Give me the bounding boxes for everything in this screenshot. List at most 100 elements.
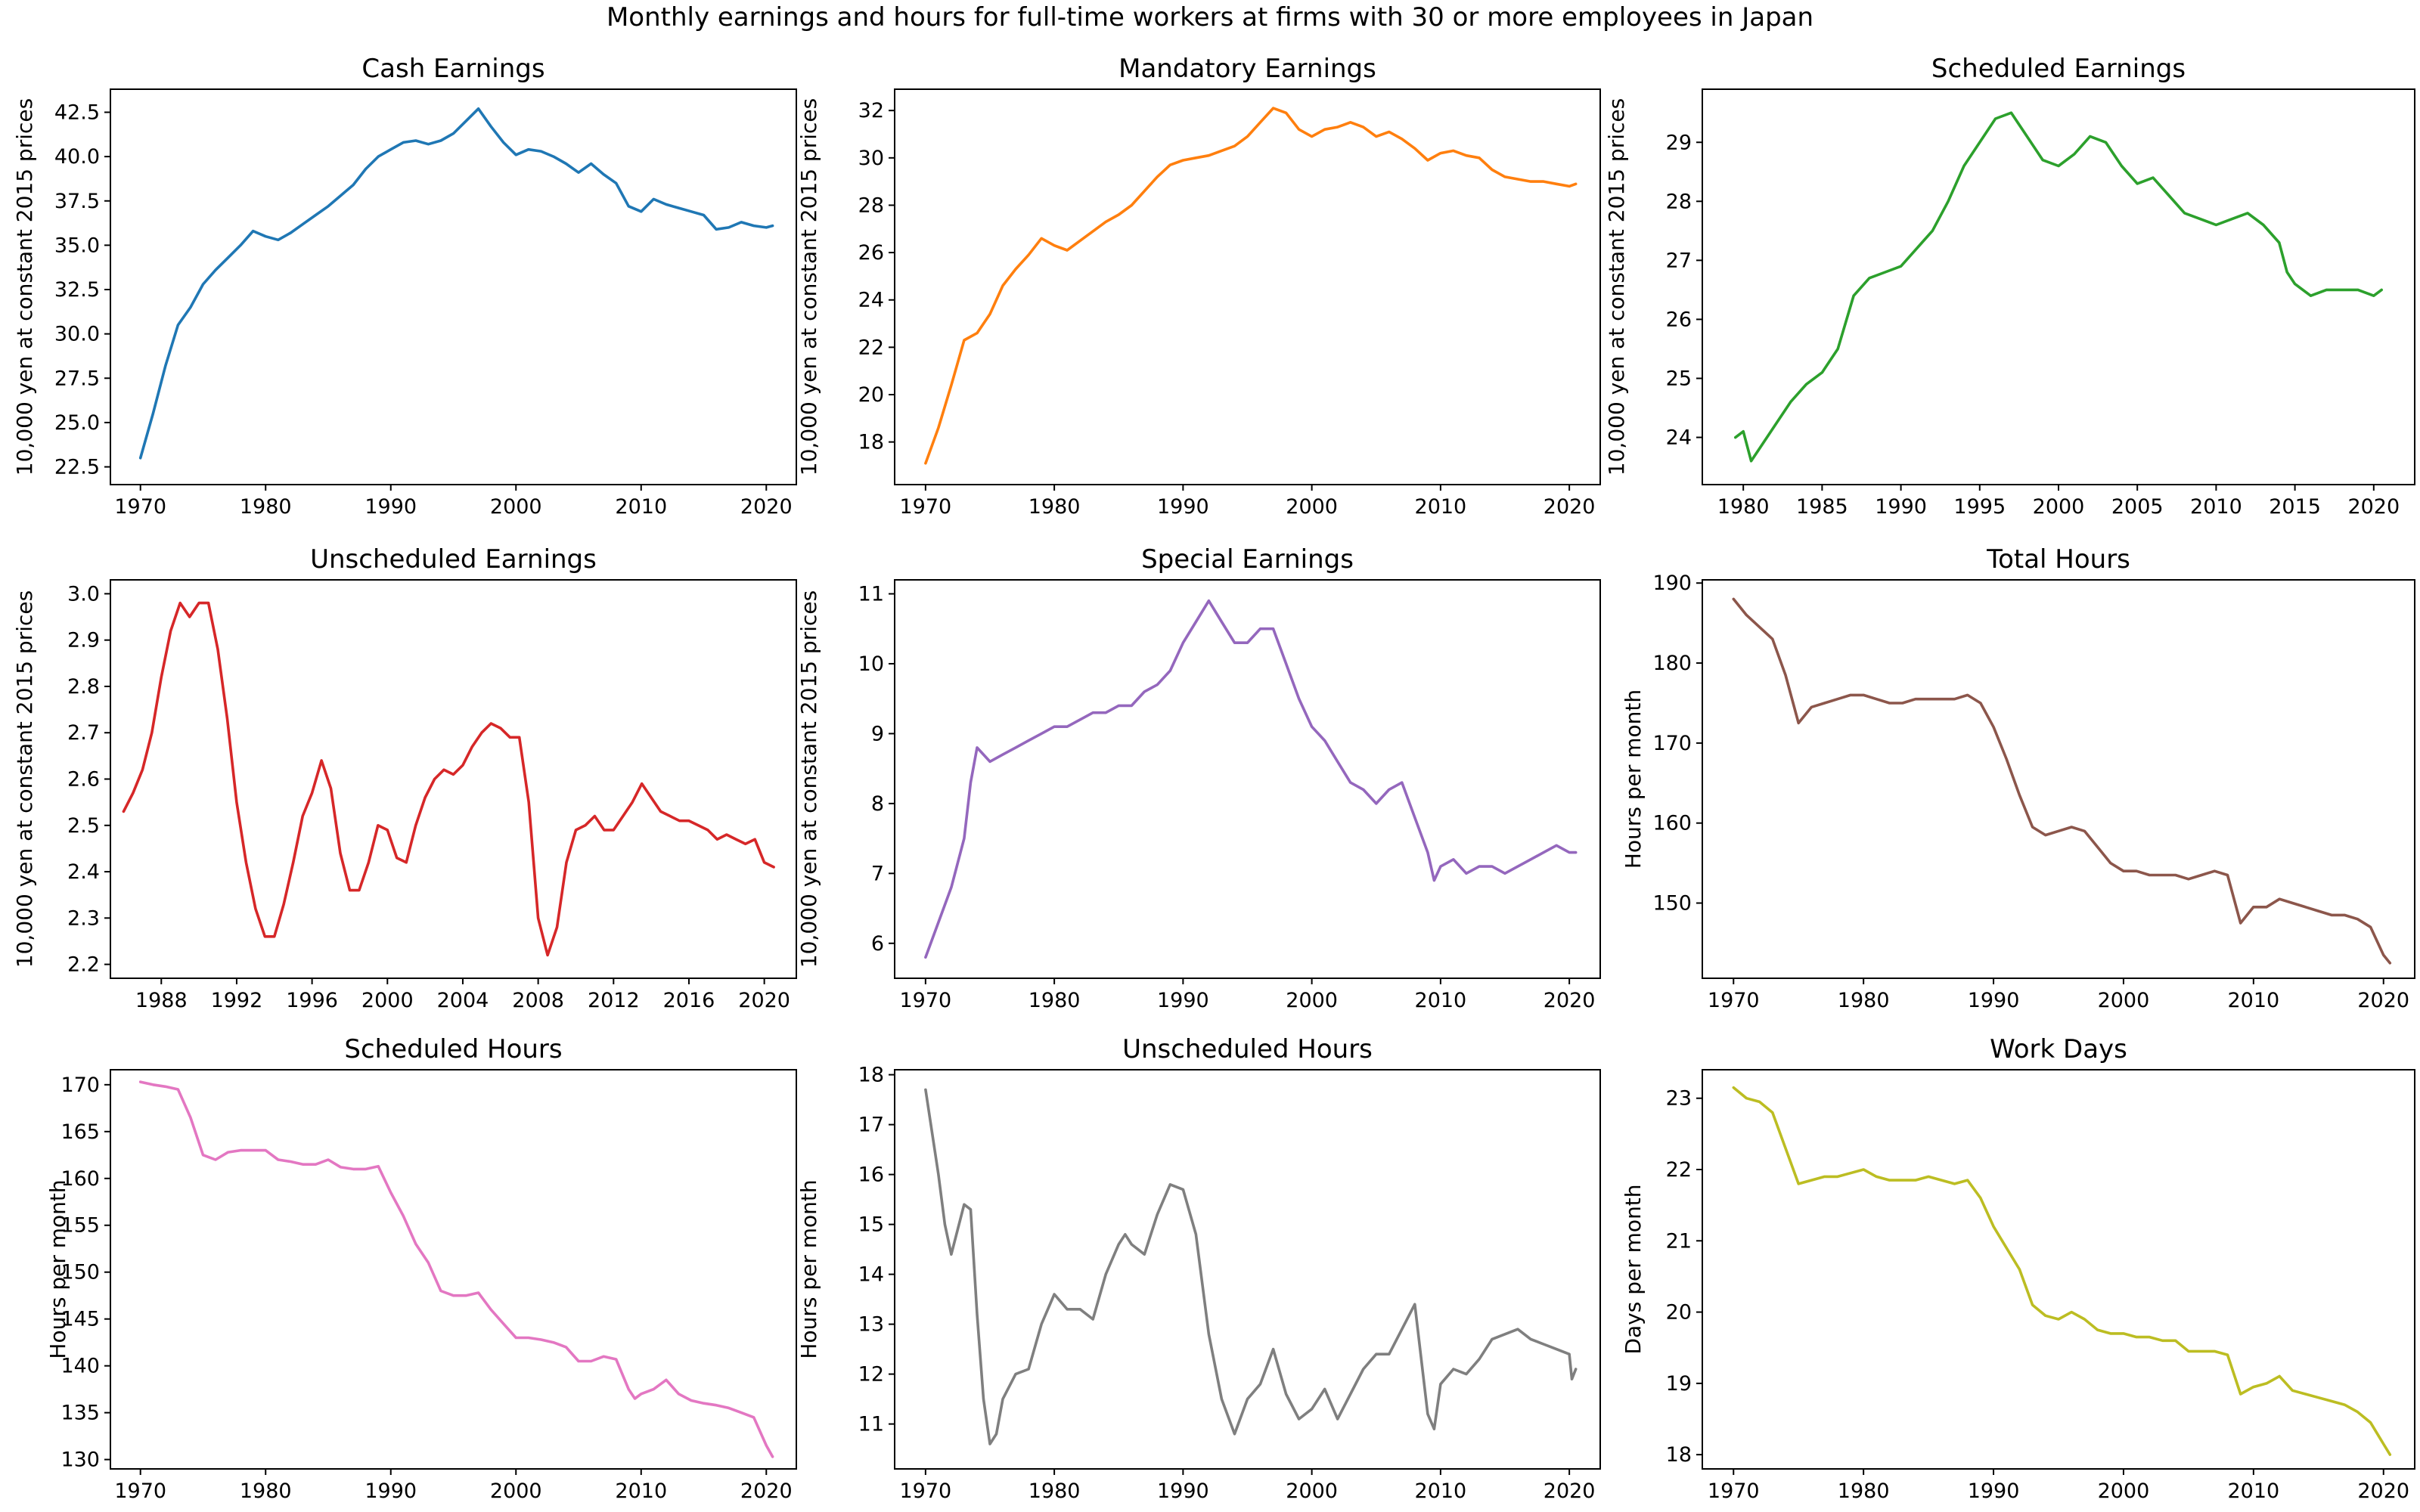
panel-7-ytick-label: 130 xyxy=(60,1448,100,1472)
panel-1-xtick-label: 2010 xyxy=(615,495,667,519)
panel-1-ylabel: 10,000 yen at constant 2015 prices xyxy=(12,98,37,476)
panel-5-xtick-label: 2020 xyxy=(1544,989,1596,1012)
panel-2-xtick-label: 1990 xyxy=(1157,495,1209,519)
panel-1-ytick-label: 42.5 xyxy=(54,101,100,124)
panel-2-ytick-label: 18 xyxy=(858,431,884,454)
panel-1-ytick-label: 27.5 xyxy=(54,367,100,390)
panel-6-ylabel: Hours per month xyxy=(1621,689,1646,869)
panel-4-ytick-label: 2.7 xyxy=(67,721,100,745)
panel-7-ytick-label: 145 xyxy=(60,1308,100,1331)
panel-9-ytick-label: 18 xyxy=(1666,1443,1692,1467)
panel-2-ytick-label: 20 xyxy=(858,383,884,407)
panel-6-ytick-label: 150 xyxy=(1652,892,1692,916)
panel-8-xtick-label: 1990 xyxy=(1157,1479,1209,1503)
panel-5-ytick-label: 11 xyxy=(858,582,884,606)
panel-2-xtick-label: 1980 xyxy=(1028,495,1081,519)
panel-2-axes-frame xyxy=(894,88,1601,485)
panel-7-xtick-label: 2000 xyxy=(490,1479,542,1503)
panel-6-ytick-label: 180 xyxy=(1652,652,1692,675)
panel-9-xtick-label: 1990 xyxy=(1968,1479,2020,1503)
panel-5-xtick-label: 2000 xyxy=(1286,989,1338,1012)
panel-8-axes-frame xyxy=(894,1069,1601,1470)
panel-4-ytick-label: 2.6 xyxy=(67,768,100,792)
panel-8-title: Unscheduled Hours xyxy=(1122,1034,1373,1064)
panel-1-title: Cash Earnings xyxy=(361,54,544,84)
panel-8-ytick-label: 17 xyxy=(858,1114,884,1137)
panel-2-xtick-label: 2020 xyxy=(1544,495,1596,519)
panel-7-ytick-label: 140 xyxy=(60,1355,100,1378)
panel-6-xtick-label: 2010 xyxy=(2227,989,2279,1012)
panel-7-series-line xyxy=(138,1080,774,1458)
panel-2-ytick-label: 30 xyxy=(858,147,884,170)
panel-9-ytick-label: 19 xyxy=(1666,1372,1692,1396)
panel-4-xtick-label: 1992 xyxy=(211,989,263,1012)
panel-9-series-line xyxy=(1732,1086,2392,1456)
panel-7: Scheduled Hours Hours per month 1970 1980 19… xyxy=(45,1034,797,1503)
panel-7-xtick-label: 1970 xyxy=(114,1479,166,1503)
panel-2-xtick-label: 2010 xyxy=(1415,495,1467,519)
panel-8-ytick-label: 14 xyxy=(858,1263,884,1287)
panel-9-title: Work Days xyxy=(1990,1034,2127,1064)
panel-4-axes-frame xyxy=(110,579,797,979)
panel-7-ytick-label: 155 xyxy=(60,1214,100,1238)
panel-4-ytick-label: 2.4 xyxy=(67,860,100,884)
panel-8-ytick-label: 15 xyxy=(858,1213,884,1237)
panel-2-xtick-label: 2000 xyxy=(1286,495,1338,519)
panels: Cash Earnings 10,000 yen at constant 2015… xyxy=(12,54,2415,1503)
panel-3-ylabel: 10,000 yen at constant 2015 prices xyxy=(1604,98,1629,476)
panel-4-xtick-label: 2008 xyxy=(512,989,564,1012)
panel-4-ytick-label: 2.5 xyxy=(67,814,100,838)
panel-3-ytick-label: 28 xyxy=(1666,190,1692,213)
panel-2-title: Mandatory Earnings xyxy=(1118,54,1376,84)
panel-5-ytick-label: 8 xyxy=(871,792,884,816)
panel-9-ytick-label: 22 xyxy=(1666,1158,1692,1182)
panel-2-ytick-label: 22 xyxy=(858,336,884,359)
panel-7-xtick-label: 2010 xyxy=(615,1479,667,1503)
panel-4-ytick-label: 2.8 xyxy=(67,675,100,699)
panel-5-title: Special Earnings xyxy=(1141,544,1354,575)
panel-3-ytick-label: 24 xyxy=(1666,426,1692,450)
panel-5-xtick-label: 1980 xyxy=(1028,989,1081,1012)
panel-5-xtick-label: 1970 xyxy=(900,989,952,1012)
panel-6-ytick-label: 160 xyxy=(1652,812,1692,835)
panel-8-ylabel: Hours per month xyxy=(796,1179,821,1359)
panel-4-xtick-label: 1988 xyxy=(135,989,188,1012)
panel-4-series-line xyxy=(122,601,775,957)
panel-2-xtick-label: 1970 xyxy=(900,495,952,519)
panel-7-title: Scheduled Hours xyxy=(344,1034,562,1064)
panel-3: Scheduled Earnings 10,000 yen at constant… xyxy=(1604,54,2415,519)
panel-1-ytick-label: 37.5 xyxy=(54,190,100,213)
panel-6-xtick-label: 1990 xyxy=(1968,989,2020,1012)
panel-5-series-line xyxy=(924,599,1578,959)
panel-6-xtick-label: 2000 xyxy=(2098,989,2150,1012)
panel-8-series-line xyxy=(924,1088,1578,1445)
panel-1-series-line xyxy=(138,107,774,460)
panel-3-ytick-label: 29 xyxy=(1666,131,1692,154)
panel-1-ytick-label: 35.0 xyxy=(54,234,100,257)
panel-4-xtick-label: 2020 xyxy=(738,989,790,1012)
panel-9-ylabel: Days per month xyxy=(1621,1184,1646,1354)
panel-6-series-line xyxy=(1732,597,2392,965)
panel-1-ytick-label: 40.0 xyxy=(54,145,100,169)
panel-6-ytick-label: 190 xyxy=(1652,572,1692,595)
panel-1-xtick-label: 1970 xyxy=(114,495,166,519)
panel-7-ytick-label: 165 xyxy=(60,1120,100,1144)
panel-6-xtick-label: 2020 xyxy=(2357,989,2409,1012)
panel-8-xtick-label: 1970 xyxy=(900,1479,952,1503)
panel-7-ytick-label: 160 xyxy=(60,1167,100,1191)
panel-3-ytick-label: 27 xyxy=(1666,249,1692,272)
panel-8-ytick-label: 16 xyxy=(858,1163,884,1187)
panel-1-ytick-label: 30.0 xyxy=(54,323,100,346)
panel-3-xtick-label: 2020 xyxy=(2347,495,2400,519)
panel-3-series-line xyxy=(1734,111,2383,463)
panel-7-ylabel: Hours per month xyxy=(45,1179,70,1359)
panel-8-ytick-label: 11 xyxy=(858,1413,884,1436)
panel-8: Unscheduled Hours Hours per month 1970 1980… xyxy=(796,1034,1601,1503)
panel-3-xtick-label: 1980 xyxy=(1717,495,1770,519)
panel-2-ytick-label: 24 xyxy=(858,289,884,312)
panel-3-xtick-label: 2015 xyxy=(2269,495,2321,519)
panel-7-xtick-label: 1990 xyxy=(365,1479,417,1503)
panel-7-xtick-label: 1980 xyxy=(240,1479,292,1503)
